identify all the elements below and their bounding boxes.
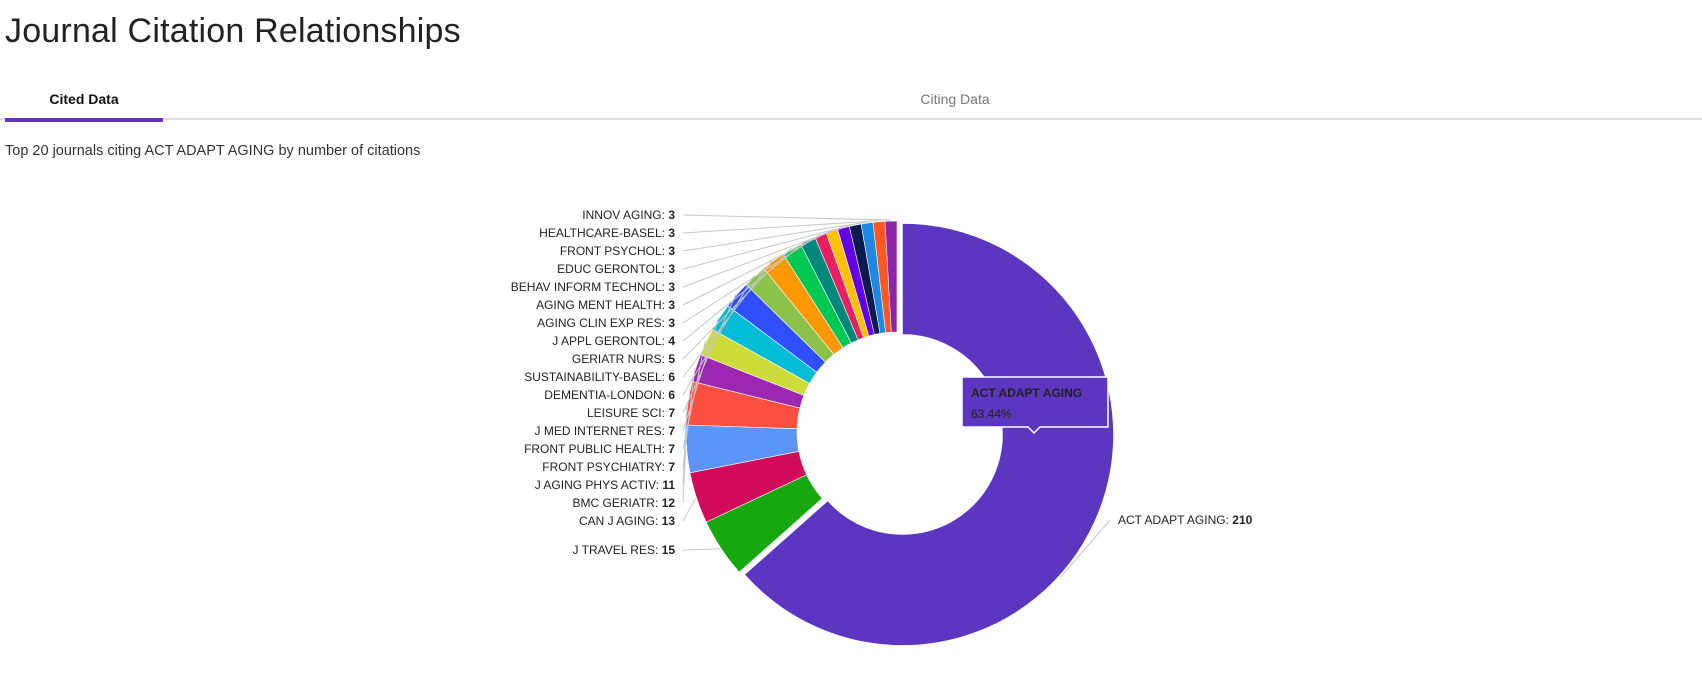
- data-label-aging-ment-health: AGING MENT HEALTH: 3: [536, 298, 675, 312]
- slice-innov-aging[interactable]: [884, 220, 898, 333]
- data-label-j-med-internet-res: J MED INTERNET RES: 7: [535, 424, 676, 438]
- tooltip-value: 63.44%: [971, 407, 1012, 421]
- data-label-bmc-geriatr: BMC GERIATR: 12: [573, 496, 676, 510]
- data-label-innov-aging: INNOV AGING: 3: [582, 208, 675, 222]
- connector-can-j-aging: [682, 498, 697, 522]
- tab-citing-data[interactable]: Citing Data: [920, 91, 990, 107]
- data-label-dementia-london: DEMENTIA-LONDON: 6: [544, 388, 675, 402]
- data-label-geriatr-nurs: GERIATR NURS: 5: [572, 352, 675, 366]
- connector-educ-gerontol: [682, 223, 856, 270]
- data-label-j-aging-phys-activ: J AGING PHYS ACTIV: 11: [535, 478, 676, 492]
- chart-description: Top 20 journals citing ACT ADAPT AGING b…: [5, 143, 421, 159]
- tooltip-title: ACT ADAPT AGING: [971, 386, 1082, 400]
- connector-dementia-london: [682, 275, 755, 396]
- connector-front-psychiatry: [682, 367, 696, 468]
- data-label-front-psychiatry: FRONT PSYCHIATRY: 7: [542, 460, 675, 474]
- data-label-act-adapt-aging: ACT ADAPT AGING: 210: [1118, 513, 1253, 527]
- connector-aging-ment-health: [682, 229, 832, 306]
- data-label-front-psychol: FRONT PSYCHOL: 3: [560, 244, 675, 258]
- connector-front-psychol: [682, 221, 867, 252]
- connector-bmc-geriatr: [682, 449, 687, 504]
- connector-innov-aging: [682, 214, 891, 221]
- data-labels: ACT ADAPT AGING: 210 J TRAVEL RES: 15 CAN …: [511, 208, 1253, 557]
- chart-tooltip: ACT ADAPT AGING 63.44%: [961, 376, 1109, 435]
- data-label-j-appl-gerontol: J APPL GERONTOL: 4: [552, 334, 675, 348]
- connector-aging-clin-exp-res: [682, 233, 821, 324]
- data-label-educ-gerontol: EDUC GERONTOL: 3: [557, 262, 675, 276]
- page-title: Journal Citation Relationships: [5, 12, 461, 50]
- tooltip-box: [961, 376, 1109, 435]
- connector-healthcare-basel: [682, 220, 879, 234]
- data-label-j-travel-res: J TRAVEL RES: 15: [573, 543, 676, 557]
- chart-slices: [685, 220, 1114, 646]
- data-label-front-public-health: FRONT PUBLIC HEALTH: 7: [524, 442, 675, 456]
- tab-bar: Cited Data Citing Data: [0, 86, 1702, 122]
- tab-cited-data[interactable]: Cited Data: [5, 86, 163, 122]
- connector-j-med-internet-res: [682, 316, 720, 432]
- data-label-can-j-aging: CAN J AGING: 13: [579, 514, 675, 528]
- connector-j-travel-res: [682, 548, 721, 551]
- data-label-leisure-sci: LEISURE SCI: 7: [587, 406, 675, 420]
- connector-behav-inform-technol: [682, 226, 844, 288]
- connector-j-aging-phys-activ: [682, 402, 688, 486]
- data-label-aging-clin-exp-res: AGING CLIN EXP RES: 3: [537, 316, 675, 330]
- label-connectors: [682, 214, 1111, 578]
- connector-geriatr-nurs: [682, 247, 792, 360]
- connector-act-adapt-aging: [1060, 519, 1111, 578]
- slice-act-adapt-aging[interactable]: [744, 223, 1114, 646]
- data-label-healthcare-basel: HEALTHCARE-BASEL: 3: [539, 226, 675, 240]
- data-label-behav-inform-technol: BEHAV INFORM TECHNOL: 3: [511, 280, 676, 294]
- data-label-sustainability-basel: SUSTAINABILITY-BASEL: 6: [524, 370, 675, 384]
- connector-j-appl-gerontol: [682, 239, 808, 342]
